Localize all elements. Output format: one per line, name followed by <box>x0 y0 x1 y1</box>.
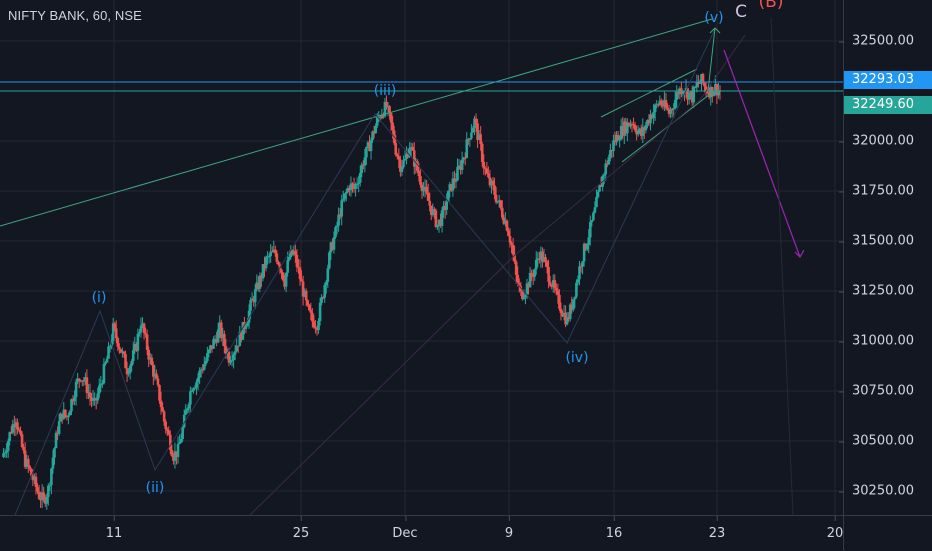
time-tick: 25 <box>292 516 310 541</box>
price-tick: 32500.00 <box>838 33 915 49</box>
projection-arrowhead-icon <box>794 249 805 258</box>
price-tick: 30250.00 <box>838 483 915 499</box>
wave-path-faint-2 <box>249 34 746 515</box>
time-tick: 16 <box>605 516 623 541</box>
upper-trendline[interactable] <box>0 18 713 227</box>
time-tick: 9 <box>504 516 514 541</box>
price-axis[interactable]: 32500.00 32293.03 32249.60 32000.00 3175… <box>838 0 932 515</box>
wave-v-leg[interactable] <box>707 27 716 92</box>
wave-v-arrowhead-icon <box>709 27 721 34</box>
chart-canvas[interactable] <box>0 0 843 515</box>
wave-path <box>14 28 716 515</box>
B-tick-line <box>770 17 794 515</box>
price-badge-blue: 32293.03 <box>844 71 932 89</box>
price-tick: 31500.00 <box>838 233 915 249</box>
candlestick-series <box>2 72 722 510</box>
projection-arrow[interactable] <box>723 49 801 258</box>
price-tick: 31000.00 <box>838 333 915 349</box>
price-tick: 31750.00 <box>838 183 915 199</box>
wave-label-iii[interactable]: (iii) <box>373 83 397 99</box>
price-tick: 30500.00 <box>838 433 915 449</box>
axis-corner <box>843 515 932 550</box>
price-badge-teal: 32249.60 <box>844 96 932 114</box>
wave-label-i[interactable]: (i) <box>91 290 107 306</box>
time-tick: 11 <box>105 516 123 541</box>
time-tick: Dec <box>392 516 418 541</box>
drawing-tools <box>0 17 843 515</box>
wave-label-v[interactable]: (v) <box>704 10 724 26</box>
time-tick: 23 <box>708 516 726 541</box>
time-axis[interactable]: 11 25 Dec 9 16 23 20 <box>0 515 843 551</box>
price-tick: 31250.00 <box>838 283 915 299</box>
chart-title: NIFTY BANK, 60, NSE <box>8 8 142 23</box>
wave-label-B[interactable]: (B) <box>758 0 784 12</box>
price-tick: 30750.00 <box>838 383 915 399</box>
wave-label-iv[interactable]: (iv) <box>565 350 589 366</box>
wedge-upper-line[interactable] <box>600 68 698 118</box>
wave-label-C[interactable]: C <box>735 2 747 22</box>
price-tick: 32000.00 <box>838 133 915 149</box>
time-tick: 20 <box>826 516 844 541</box>
wave-label-ii[interactable]: (ii) <box>145 480 165 496</box>
